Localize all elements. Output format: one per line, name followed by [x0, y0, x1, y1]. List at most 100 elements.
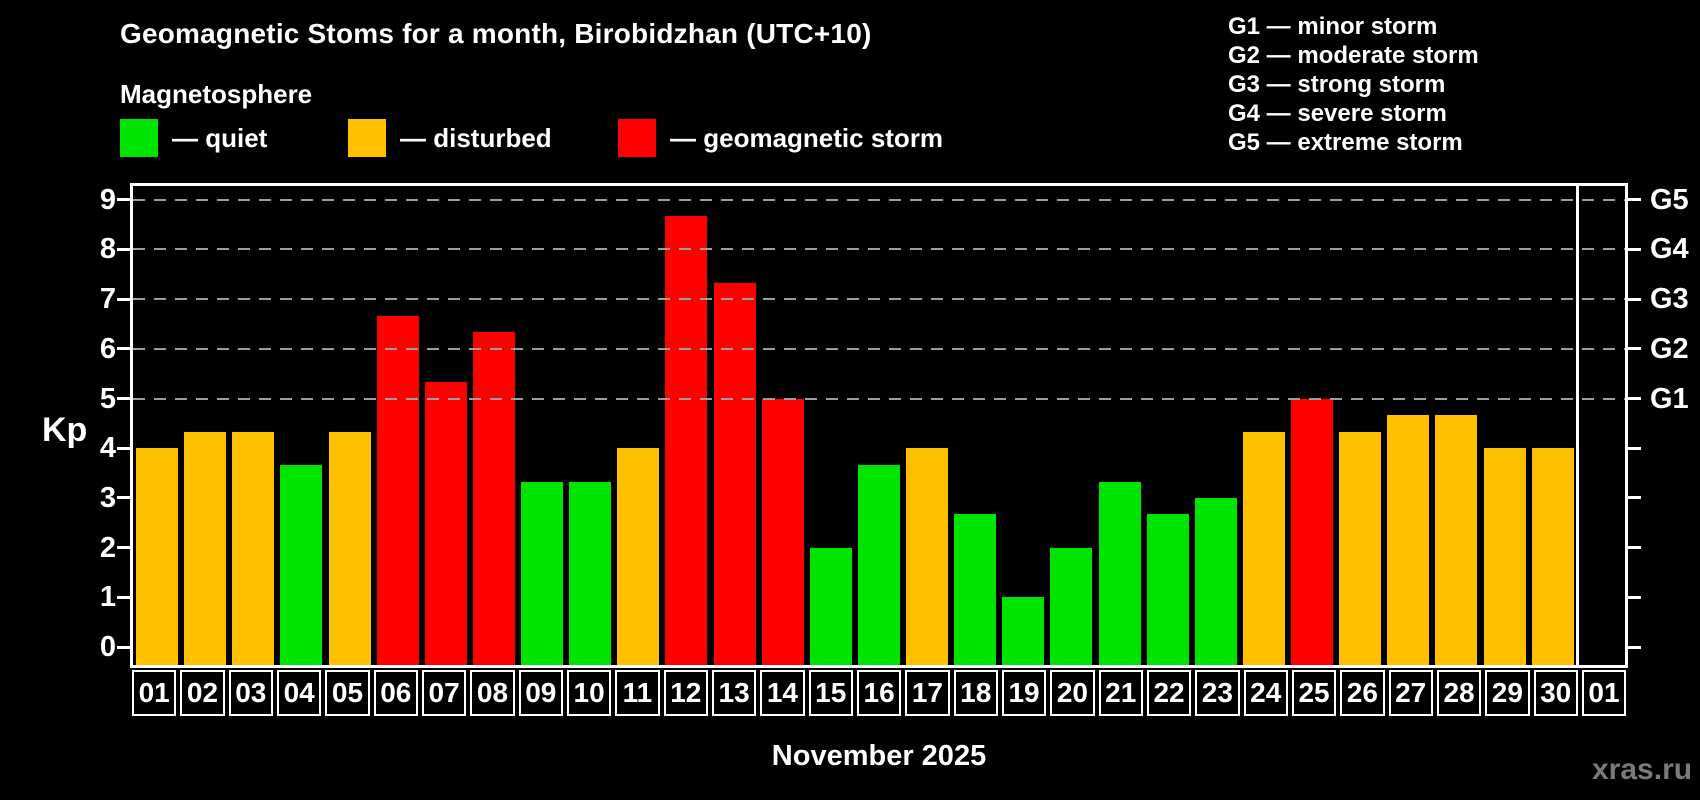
bar-slot-1 [133, 186, 181, 665]
g4-legend-line: G4 — severe storm [1228, 100, 1447, 127]
bar-slot-18 [951, 186, 999, 665]
left-tick-kp-0 [117, 645, 130, 649]
quiet-color-swatch [120, 119, 158, 157]
bar-day-04-quiet [280, 464, 323, 665]
y-axis-label-1: 1 [99, 581, 116, 614]
right-tick-kp-0 [1628, 645, 1641, 649]
bar-day-25-storm [1291, 398, 1334, 665]
y-axis-label-3: 3 [99, 481, 116, 514]
bar-slot-17 [903, 186, 951, 665]
x-axis-title: November 2025 [771, 740, 987, 772]
disturbed-color-swatch [348, 119, 386, 157]
bar-day-13-storm [713, 282, 756, 665]
gridline-kp-5 [133, 397, 1625, 400]
bar-slot-15 [807, 186, 855, 665]
chart-subtitle: Magnetosphere [120, 79, 313, 109]
right-axis-label-g5: G5 [1650, 183, 1689, 216]
right-tick-kp-4 [1628, 446, 1641, 450]
bar-day-12-storm [665, 216, 708, 665]
bar-day-24-disturbed [1242, 431, 1285, 665]
bar-day-09-quiet [521, 481, 564, 665]
bar-slot-30 [1529, 186, 1577, 665]
legend-label-disturbed: — disturbed [400, 122, 552, 153]
bar-slot-23 [1192, 186, 1240, 665]
right-tick-kp-5 [1628, 397, 1641, 400]
bar-day-28-disturbed [1435, 414, 1478, 665]
day-label-15: 15 [808, 670, 853, 716]
g1-legend-line: G1 — minor storm [1228, 13, 1438, 40]
bar-day-30-disturbed [1531, 448, 1574, 665]
bar-day-03-disturbed [232, 431, 275, 665]
g5-legend-line: G5 — extreme storm [1228, 129, 1463, 156]
bar-day-11-disturbed [617, 448, 660, 665]
bar-slot-26 [1336, 186, 1384, 665]
bar-day-01-disturbed [136, 448, 179, 665]
bar-slot-14 [759, 186, 807, 665]
month-separator-line [1575, 186, 1579, 665]
bar-slot-16 [855, 186, 903, 665]
day-label-30: 30 [1533, 670, 1578, 716]
legend-item-disturbed: — disturbed [348, 119, 552, 157]
gridline-kp-9 [133, 198, 1625, 201]
bar-day-06-storm [376, 315, 419, 665]
day-label-23: 23 [1195, 670, 1240, 716]
left-tick-kp-2 [117, 546, 130, 550]
y-axis-label-6: 6 [99, 332, 116, 365]
bar-slot-4 [277, 186, 325, 665]
gridline-kp-8 [133, 248, 1625, 251]
bar-day-16-quiet [857, 464, 900, 665]
bar-slot-21 [1096, 186, 1144, 665]
bar-day-05-disturbed [328, 431, 371, 665]
bar-day-17-disturbed [906, 448, 949, 665]
legend-label-quiet: — quiet [172, 122, 268, 153]
bar-slot-29 [1481, 186, 1529, 665]
g3-legend-line: G3 — strong storm [1228, 71, 1446, 98]
bar-day-26-disturbed [1339, 431, 1382, 665]
watermark: xras.ru [1592, 753, 1693, 786]
bar-day-07-storm [424, 382, 467, 665]
day-label-29: 29 [1485, 670, 1530, 716]
day-label-5: 05 [325, 670, 370, 716]
bar-slot-25 [1288, 186, 1336, 665]
right-tick-kp-2 [1628, 546, 1641, 550]
day-label-25: 25 [1291, 670, 1337, 716]
bar-day-02-disturbed [184, 431, 227, 665]
right-tick-kp-3 [1628, 496, 1641, 500]
day-label-2: 02 [180, 670, 225, 716]
day-label-13: 13 [711, 670, 757, 716]
bar-slot-27 [1384, 186, 1432, 665]
plot-area [130, 183, 1628, 668]
right-axis-label-g3: G3 [1650, 283, 1689, 316]
day-label-3: 03 [228, 670, 273, 716]
day-label-10: 10 [566, 670, 612, 716]
day-label-17: 17 [905, 670, 950, 716]
bars [133, 186, 1625, 665]
left-tick-kp-6 [117, 347, 130, 351]
bar-day-21-quiet [1098, 481, 1141, 665]
gridline-kp-6 [133, 347, 1625, 350]
day-label-9: 09 [518, 670, 563, 716]
bar-day-22-quiet [1146, 514, 1189, 665]
day-label-1: 01 [132, 670, 177, 716]
bar-slot-6 [374, 186, 422, 665]
bar-slot-20 [1047, 186, 1095, 665]
day-label-16: 16 [856, 670, 902, 716]
left-tick-kp-9 [117, 198, 130, 202]
y-axis-title: Kp [42, 411, 88, 449]
left-tick-kp-8 [117, 247, 130, 251]
legend-label-storm: — geomagnetic storm [670, 122, 944, 153]
day-label-21: 21 [1098, 670, 1143, 716]
chart-title: Geomagnetic Stoms for a month, Birobidzh… [120, 18, 872, 49]
g-scale-legend: G1 — minor storm G2 — moderate storm G3 … [1228, 12, 1479, 157]
day-label-11: 11 [615, 670, 660, 716]
bar-slot-11 [614, 186, 662, 665]
y-axis-label-4: 4 [99, 432, 116, 465]
right-tick-kp-1 [1628, 595, 1641, 599]
bar-slot-3 [229, 186, 277, 665]
day-label-8: 08 [470, 670, 515, 716]
bar-day-15-quiet [809, 547, 852, 665]
y-axis-label-8: 8 [99, 233, 116, 266]
day-label-6: 06 [373, 670, 418, 716]
right-tick-kp-9 [1628, 198, 1641, 202]
